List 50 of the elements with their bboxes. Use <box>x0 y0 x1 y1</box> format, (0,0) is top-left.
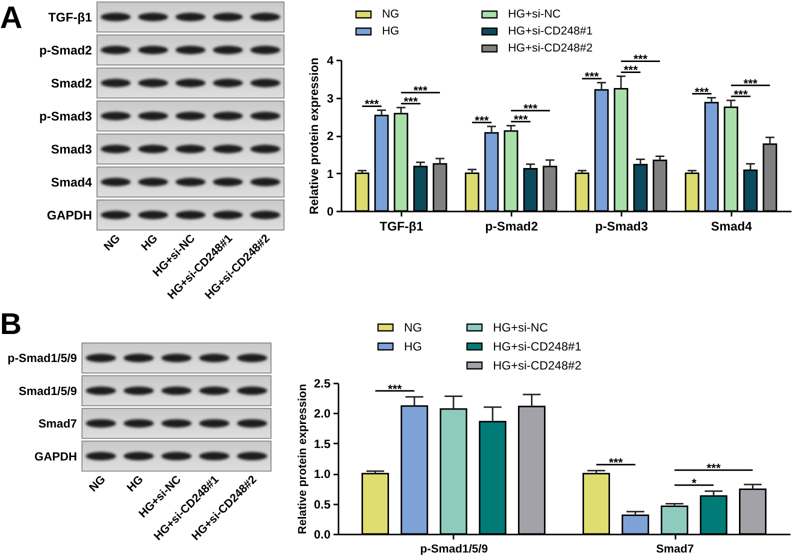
text: GAPDH <box>34 449 77 464</box>
y-tick-label: 1 <box>326 166 334 181</box>
annotation: *** <box>608 456 624 470</box>
y-tick-label: 0.0 <box>314 528 331 542</box>
legend-label: NG <box>404 320 422 334</box>
annotation: *** <box>584 70 600 84</box>
category-label: NG <box>102 232 123 254</box>
legend-label: HG+si-CD248#1 <box>493 340 582 354</box>
annotation: *** <box>364 97 380 112</box>
x-tick-label: TGF-β1 <box>380 220 424 234</box>
x-tick-label: Smad4 <box>711 220 752 234</box>
y-tick-label: 1.0 <box>314 467 331 482</box>
annotation: *** <box>388 382 402 396</box>
y-tick-label: 2.5 <box>314 376 331 390</box>
legend-label: HG+si-CD248#2 <box>493 358 582 372</box>
text: p-Smad1/5/9 <box>8 351 78 366</box>
legend-label: NG <box>382 8 400 20</box>
legend-label: HG+si-NC <box>493 320 548 334</box>
text: Smad7 <box>38 416 78 431</box>
text: Smad4 <box>51 176 92 190</box>
text: Smad3 <box>51 142 92 156</box>
text: Smad1/5/9 <box>18 384 78 398</box>
annotation: * <box>692 476 697 490</box>
text: A <box>0 0 22 35</box>
y-tick-label: 0.5 <box>314 497 331 512</box>
y-tick-label: 4 <box>326 54 334 68</box>
text: p-Smad3 <box>39 110 92 124</box>
annotation: *** <box>706 461 721 476</box>
text: B <box>0 308 22 341</box>
annotation: *** <box>474 113 490 128</box>
legend-label: HG <box>382 26 400 38</box>
y-tick-label: 1.5 <box>314 436 331 451</box>
x-tick-label: p-Smad3 <box>595 220 648 234</box>
legend-label: HG+si-NC <box>508 8 561 20</box>
annotation: *** <box>694 84 710 99</box>
y-tick-label: 2 <box>326 129 334 143</box>
legend-label: HG <box>404 340 422 354</box>
x-tick-label: p-Smad2 <box>485 220 538 234</box>
text: TGF-β1 <box>48 10 92 24</box>
text: Smad2 <box>51 76 92 90</box>
y-axis-title: Relative protein expression <box>306 58 321 214</box>
y-tick-label: 3 <box>326 91 334 106</box>
text: p-Smad2 <box>39 44 92 58</box>
legend-label: HG+si-CD248#1 <box>508 26 593 38</box>
y-tick-label: 2.0 <box>314 406 331 421</box>
text: GAPDH <box>46 208 92 222</box>
y-tick-label: 0 <box>326 204 334 218</box>
category-label: NG <box>87 474 108 494</box>
y-axis-title: Relative protein expression <box>296 384 309 534</box>
legend-label: HG+si-CD248#2 <box>508 42 593 54</box>
